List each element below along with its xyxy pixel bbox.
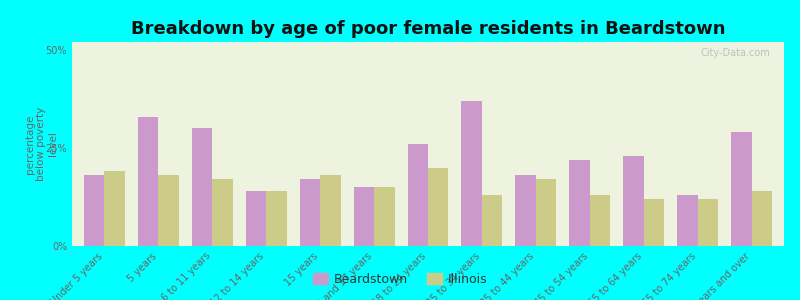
Bar: [300, 179, 320, 246]
Text: City-Data.com: City-Data.com: [700, 48, 770, 58]
Bar: [428, 167, 449, 246]
Bar: [644, 199, 664, 246]
Bar: [482, 195, 502, 246]
Bar: [138, 116, 158, 246]
Bar: [407, 144, 428, 246]
Bar: [192, 128, 212, 246]
Bar: [212, 179, 233, 246]
Bar: [731, 132, 752, 246]
Bar: [354, 187, 374, 246]
Bar: [266, 191, 286, 246]
Title: Breakdown by age of poor female residents in Beardstown: Breakdown by age of poor female resident…: [130, 20, 726, 38]
Bar: [752, 191, 772, 246]
Bar: [84, 176, 104, 246]
Bar: [590, 195, 610, 246]
Bar: [623, 156, 644, 246]
Bar: [462, 101, 482, 246]
Bar: [698, 199, 718, 246]
Bar: [320, 176, 341, 246]
Bar: [515, 176, 536, 246]
Bar: [536, 179, 556, 246]
Bar: [246, 191, 266, 246]
Y-axis label: percentage
below poverty
level: percentage below poverty level: [25, 107, 58, 181]
Legend: Beardstown, Illinois: Beardstown, Illinois: [307, 268, 493, 291]
Bar: [104, 172, 125, 246]
Bar: [158, 176, 179, 246]
Bar: [677, 195, 698, 246]
Bar: [374, 187, 394, 246]
Bar: [570, 160, 590, 246]
